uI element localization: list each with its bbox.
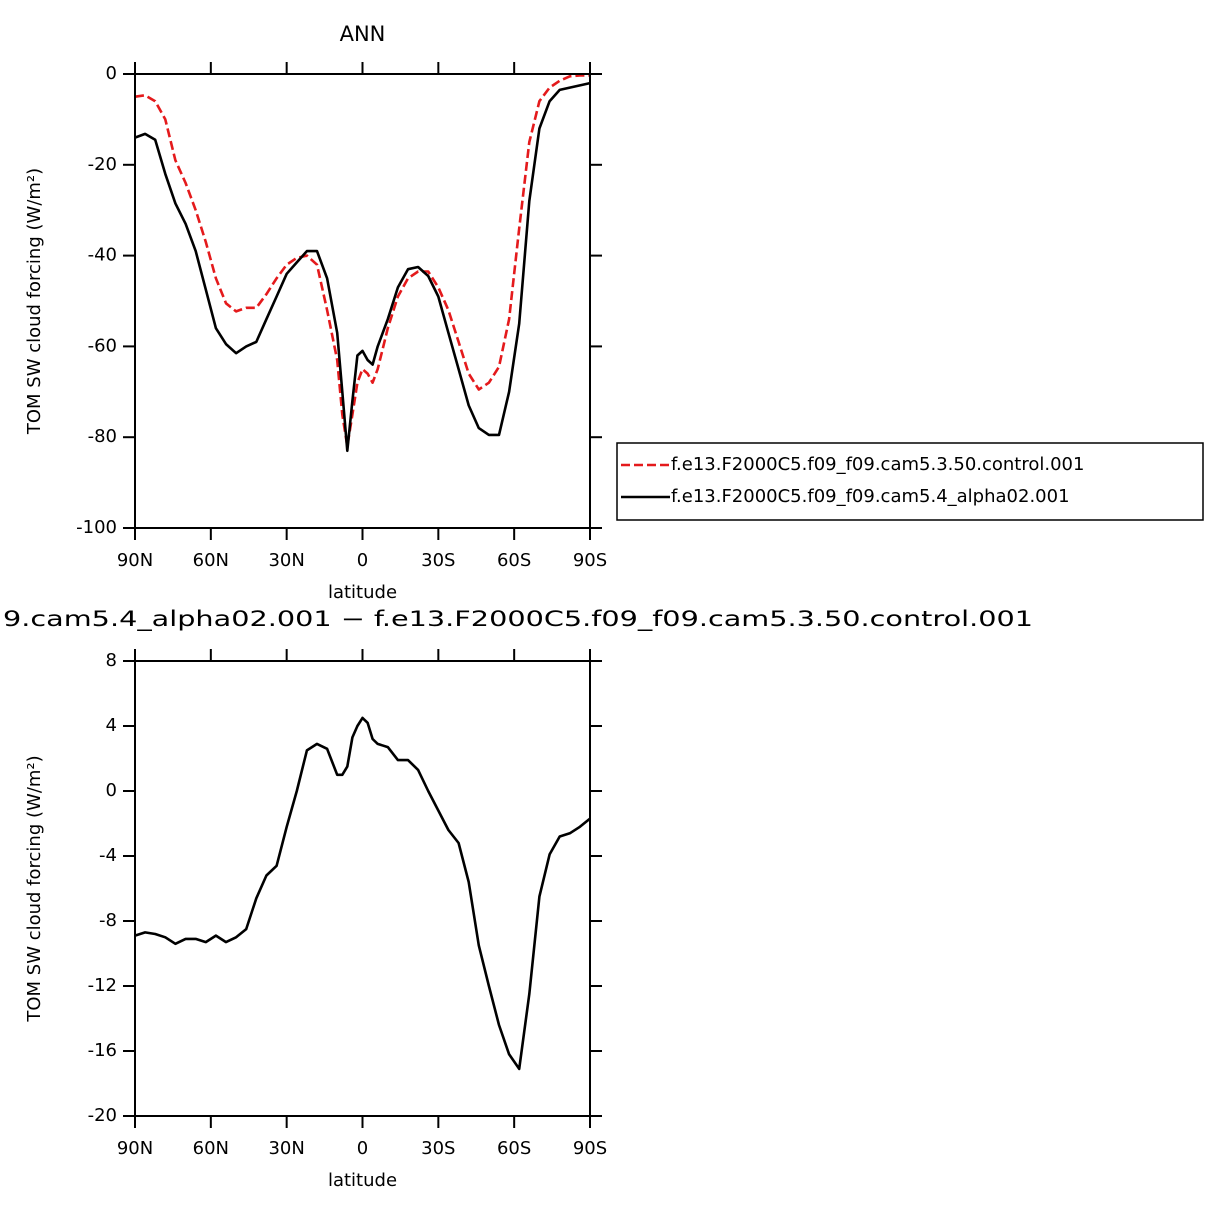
x-tick-label: 30S <box>421 550 455 571</box>
x-tick-label: 60N <box>193 550 229 571</box>
y-tick-label: 0 <box>106 63 117 84</box>
y-axis-label: TOM SW cloud forcing (W/m²) <box>24 755 45 1022</box>
y-tick-label: -4 <box>99 845 117 866</box>
x-tick-label: 60N <box>193 1138 229 1159</box>
x-tick-label: 90S <box>573 550 607 571</box>
y-tick-label: -60 <box>88 335 117 356</box>
x-tick-label: 30N <box>268 550 304 571</box>
y-axis-label: TOM SW cloud forcing (W/m²) <box>24 168 45 435</box>
y-tick-label: -20 <box>88 1105 117 1126</box>
y-tick-label: -100 <box>76 517 117 538</box>
y-tick-label: 0 <box>106 780 117 801</box>
data-line <box>134 716 591 1071</box>
y-tick-label: -20 <box>88 154 117 175</box>
x-tick-label: 30N <box>268 1138 304 1159</box>
plot-frame <box>134 73 591 529</box>
plot-frame <box>134 660 591 1117</box>
x-tick-label: 90N <box>117 1138 153 1159</box>
legend-box <box>616 442 1204 521</box>
y-tick-label: -40 <box>88 245 117 266</box>
x-tick-label: 0 <box>357 550 368 571</box>
y-tick-label: -80 <box>88 426 117 447</box>
y-tick-label: -16 <box>88 1040 117 1061</box>
x-tick-label: 90N <box>117 550 153 571</box>
data-line <box>134 74 590 448</box>
y-tick-label: -8 <box>99 910 117 931</box>
legend-label: f.e13.F2000C5.f09_f09.cam5.3.50.control.… <box>671 454 1084 475</box>
x-tick-label: 0 <box>357 1138 368 1159</box>
x-axis-label: latitude <box>328 1170 397 1191</box>
legend-label: f.e13.F2000C5.f09_f09.cam5.4_alpha02.001 <box>671 486 1070 507</box>
chart-title: ANN <box>340 22 386 46</box>
chart-title: 9.cam5.4_alpha02.001 − f.e13.F2000C5.f09… <box>3 607 1033 632</box>
x-tick-label: 90S <box>573 1138 607 1159</box>
y-tick-label: 8 <box>106 650 117 671</box>
data-line <box>134 81 591 453</box>
y-tick-label: 4 <box>106 715 117 736</box>
x-tick-label: 60S <box>497 1138 531 1159</box>
y-tick-label: -12 <box>88 975 117 996</box>
x-tick-label: 30S <box>421 1138 455 1159</box>
x-axis-label: latitude <box>328 582 397 603</box>
x-tick-label: 60S <box>497 550 531 571</box>
